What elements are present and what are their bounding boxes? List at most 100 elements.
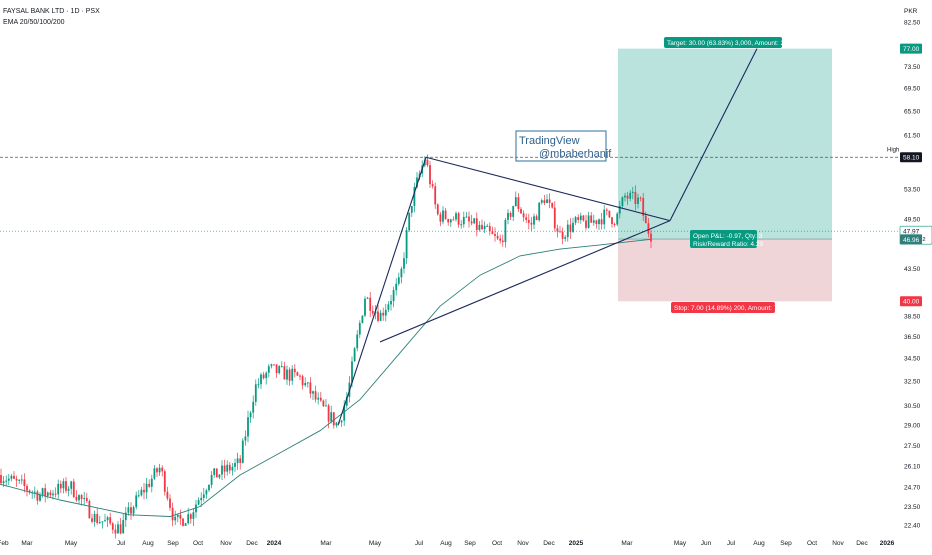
stop-label[interactable]: Stop: 7.00 (14.89%) 200, Amount: 7.5 [671,302,783,313]
candle-body [371,310,374,314]
candle-body [452,219,455,221]
candle-body [429,165,431,185]
time-tick-label: Sep [167,540,179,547]
candle-body [403,258,405,269]
candle-body [548,199,551,203]
candle-body [241,440,244,463]
candle-body [598,219,600,225]
candle-body [416,177,418,188]
time-tick-label: 2025 [569,540,584,547]
candle-body [23,479,26,486]
candle-body [275,364,278,374]
candle-body [413,187,416,206]
time-tick-label: Dec [856,540,868,547]
stop-price-badge-bg [900,296,922,307]
candle-body [187,514,190,524]
candle-body [296,372,299,376]
candle-body [353,348,356,362]
indicator-legend[interactable]: EMA 20/50/100/200 [3,19,65,26]
candle-body [395,283,398,291]
candle-body [330,412,333,422]
candle-body [127,507,130,513]
candle-body [400,268,403,278]
price-tick-label: 65.50 [904,108,921,115]
time-tick-label: May [65,540,78,547]
candle-body [574,217,577,223]
candle-body [262,374,265,379]
candle-body [561,231,564,239]
candle-body [124,512,127,521]
candle-body [62,481,65,489]
candle-body [273,364,275,366]
candle-body [33,491,36,493]
time-tick-label: Aug [142,540,154,547]
candle-body [283,366,286,380]
candle-body [215,468,218,478]
candle-body [462,217,465,225]
price-axis[interactable]: PKR 82.50 73.50 69.50 65.50 61.50 53.50 49.50 4… [887,0,932,550]
open-pnl-label[interactable]: Open P&L: -0.97, Qty: 3 Risk/Reward Rati… [690,230,763,248]
open-pnl-text: Open P&L: -0.97, Qty: 3 [693,233,763,240]
candle-body [111,523,114,530]
symbol-title[interactable]: FAYSAL BANK LTD · 1D · PSX [3,8,100,15]
candle-body [410,205,413,213]
triangle-upper-line[interactable] [425,156,671,222]
candle-body [39,495,41,501]
candle-body [189,514,192,519]
candle-body [405,230,408,259]
candle-body [252,401,255,413]
projection-line[interactable] [669,48,758,221]
candle-body [88,501,91,519]
candle-body [44,488,47,496]
candle-body [226,464,229,472]
time-tick-labels: Feb Mar May Jul Aug Sep Oct Nov Dec 2024 Mar May Jul… [0,540,895,547]
candle-body [182,518,184,526]
triangle-pattern[interactable] [337,48,758,426]
candle-body [379,312,382,321]
candle-body [535,216,538,221]
candle-body [473,218,476,224]
impulse-leg-line[interactable] [337,157,427,426]
candle-body [496,235,499,239]
candle-body [140,489,143,496]
target-label[interactable]: Target: 30.00 (63.83%) 3,000, Amount: 20… [664,37,797,48]
time-tick-label: Jul [415,540,424,547]
candle-body [202,494,205,498]
time-tick-label: Oct [492,540,502,547]
candle-body [278,366,281,374]
candle-body [621,197,624,207]
candle-body [582,215,585,221]
candle-body [5,480,8,482]
candle-body [156,468,158,473]
candle-body [340,420,343,423]
profit-zone[interactable] [618,48,832,240]
candle-body [312,391,314,394]
candle-body [75,496,78,501]
ema-200-line[interactable] [0,238,651,517]
candle-body [465,216,468,218]
candle-body [231,466,234,471]
candle-body [145,483,148,493]
triangle-lower-line[interactable] [379,220,671,343]
candle-body [13,475,15,479]
loss-zone[interactable] [618,239,832,302]
candle-body [447,218,450,223]
candle-body [78,495,80,501]
candle-body [569,224,572,232]
candle-body [631,191,634,193]
candle-body [80,495,83,500]
ema-price-badge: 46.96 [903,237,920,244]
candle-body [564,237,567,239]
candle-body [626,195,629,199]
candle-body [299,375,301,377]
price-tick-label: 43.50 [904,266,921,273]
candle-body [7,478,10,481]
time-axis[interactable]: Feb Mar May Jul Aug Sep Oct Nov Dec 2024 Mar May Jul… [0,540,895,547]
candle-body [527,219,530,223]
candle-body [109,517,112,524]
high-price-badge: 58.10 [903,155,920,162]
candle-body [280,366,283,368]
risk-reward-zones [618,48,832,302]
candle-body [304,382,307,386]
